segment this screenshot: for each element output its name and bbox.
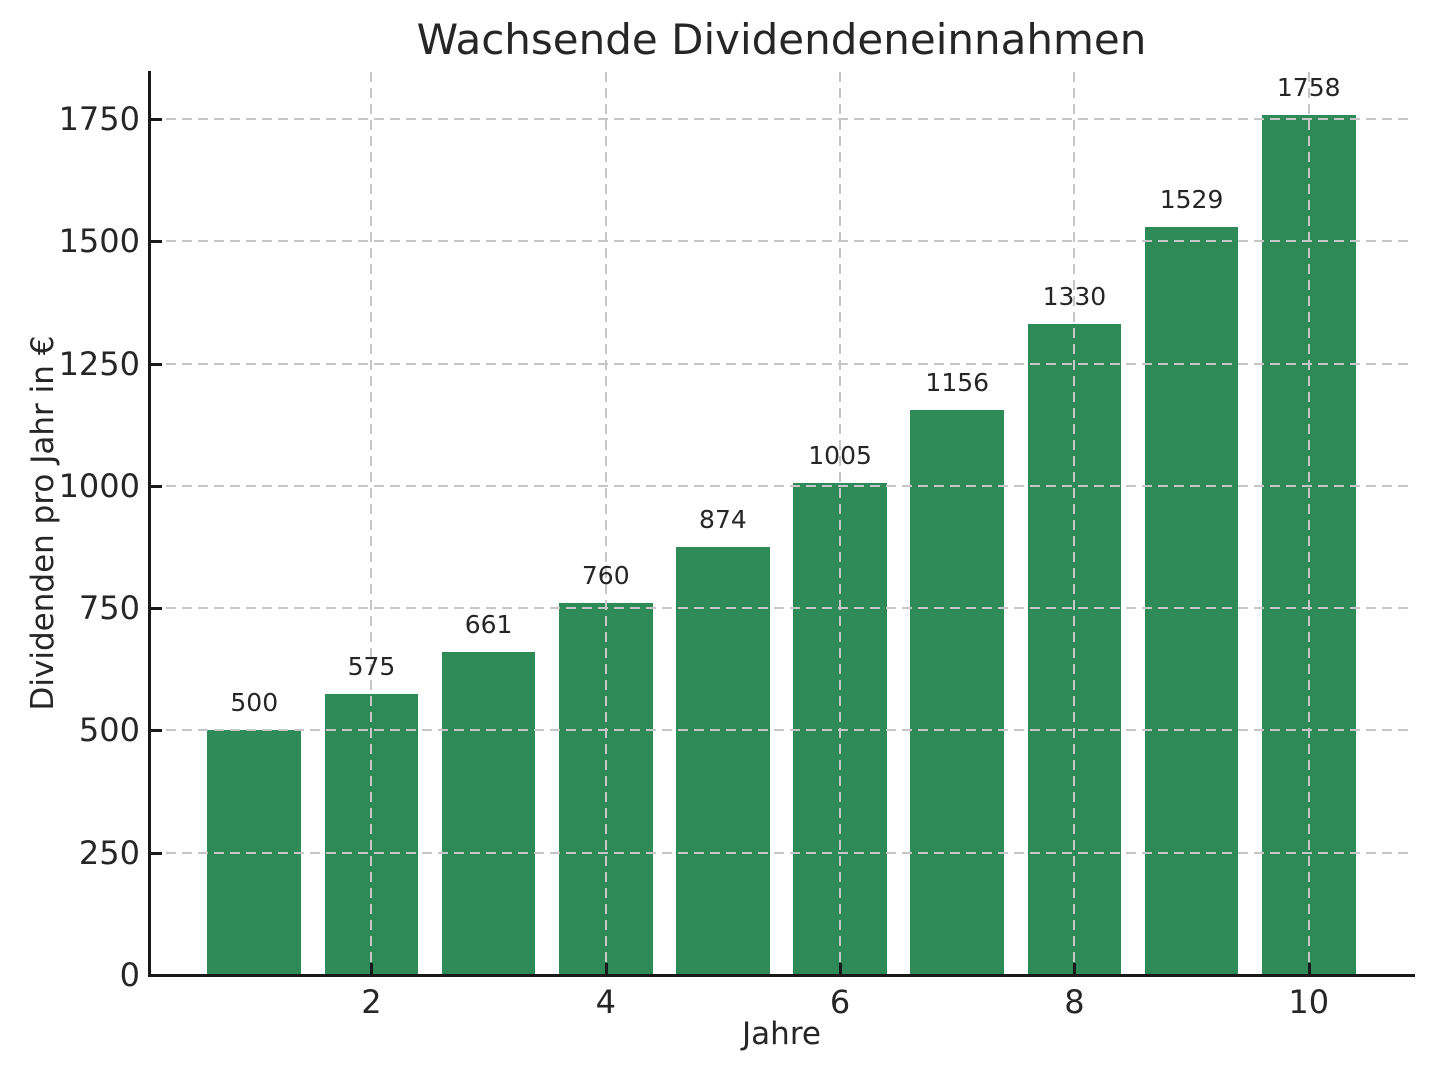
x-tick-mark xyxy=(1073,963,1077,975)
bar-value-label: 575 xyxy=(347,651,396,681)
bar xyxy=(1144,227,1239,975)
x-tick-label: 6 xyxy=(829,983,851,1021)
gridline-horizontal xyxy=(150,607,1413,610)
x-tick-mark xyxy=(370,963,374,975)
y-axis-spine xyxy=(148,71,151,977)
bar xyxy=(910,409,1005,975)
y-tick-mark xyxy=(150,117,162,121)
gridline-vertical xyxy=(1073,72,1076,975)
y-tick-label: 0 xyxy=(119,956,140,994)
x-tick-label: 8 xyxy=(1064,983,1085,1021)
bar-value-label: 1005 xyxy=(808,441,872,471)
y-tick-mark xyxy=(150,484,162,488)
y-tick-label: 750 xyxy=(78,589,140,628)
bar-value-label: 661 xyxy=(464,609,513,639)
gridline-vertical xyxy=(839,72,842,975)
bar-value-label: 760 xyxy=(581,561,630,591)
bar-value-label: 1330 xyxy=(1042,282,1107,312)
plot-area: 500 575 661 760 874 1005 1156 1330 1529 1758 xyxy=(150,72,1413,975)
bar-value-label: 874 xyxy=(699,505,747,535)
gridline-horizontal xyxy=(150,117,1413,120)
x-tick-mark xyxy=(604,963,608,975)
x-tick-mark xyxy=(839,963,843,975)
y-tick-label: 1500 xyxy=(58,222,140,261)
gridline-horizontal xyxy=(150,240,1413,243)
x-tick-label: 2 xyxy=(361,983,382,1021)
bar-value-label: 1529 xyxy=(1159,185,1224,215)
y-tick-label: 1000 xyxy=(58,466,140,505)
x-axis-label: Jahre xyxy=(742,1016,821,1052)
gridline-horizontal xyxy=(150,484,1413,487)
y-tick-label: 500 xyxy=(78,711,140,750)
gridline-horizontal xyxy=(150,729,1413,732)
y-tick-label: 1250 xyxy=(58,344,140,383)
gridline-horizontal xyxy=(150,362,1413,365)
gridline-vertical xyxy=(1307,72,1310,975)
y-axis-label: Dividenden pro Jahr in € xyxy=(25,335,61,711)
y-tick-mark xyxy=(150,607,162,611)
chart-title: Wachsende Dividendeneinnahmen xyxy=(416,15,1147,64)
x-tick-label: 10 xyxy=(1288,983,1330,1021)
bar xyxy=(676,547,770,975)
bar-value-label: 1758 xyxy=(1276,73,1341,103)
gridline-vertical xyxy=(604,72,607,975)
x-tick-mark xyxy=(1307,963,1311,975)
y-tick-label: 1750 xyxy=(58,99,140,138)
gridline-vertical xyxy=(370,72,373,975)
gridline-horizontal xyxy=(150,851,1413,854)
y-tick-label: 250 xyxy=(78,833,140,872)
x-axis-spine xyxy=(148,974,1415,977)
y-tick-mark xyxy=(150,729,162,733)
y-tick-mark xyxy=(150,240,162,244)
x-tick-label: 4 xyxy=(595,983,616,1021)
y-tick-mark xyxy=(150,974,162,977)
bar xyxy=(441,651,536,975)
y-tick-mark xyxy=(150,851,162,855)
bar-value-label: 500 xyxy=(230,688,279,718)
bar-value-label: 1156 xyxy=(925,367,990,397)
y-tick-mark xyxy=(150,362,162,366)
